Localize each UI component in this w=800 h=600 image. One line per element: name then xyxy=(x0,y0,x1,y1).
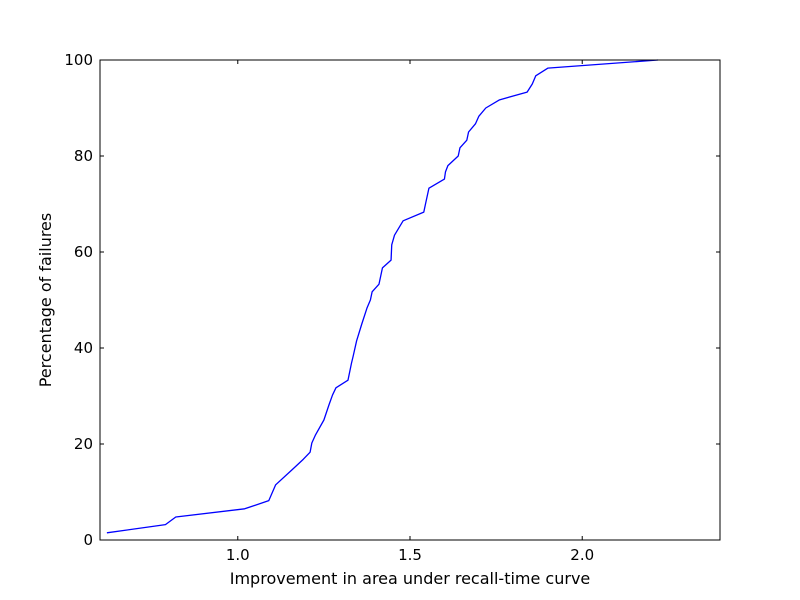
x-tick-label: 1.0 xyxy=(226,546,250,564)
y-axis-label: Percentage of failures xyxy=(36,213,55,387)
ticks-layer: 1.0 1.5 2.0 0 20 40 60 80 100 xyxy=(64,51,720,564)
y-tick-label: 0 xyxy=(83,531,93,549)
y-tick-label: 100 xyxy=(64,51,93,69)
series-line xyxy=(106,59,659,534)
x-tick-label: 2.0 xyxy=(570,546,594,564)
plot-area xyxy=(100,60,720,540)
y-tick-label: 60 xyxy=(74,243,93,261)
x-tick-label: 1.5 xyxy=(398,546,422,564)
x-axis-label: Improvement in area under recall-time cu… xyxy=(230,569,591,588)
y-tick-label: 20 xyxy=(74,435,93,453)
y-tick-label: 40 xyxy=(74,339,93,357)
plot-frame xyxy=(99,59,721,541)
y-tick-label: 80 xyxy=(74,147,93,165)
